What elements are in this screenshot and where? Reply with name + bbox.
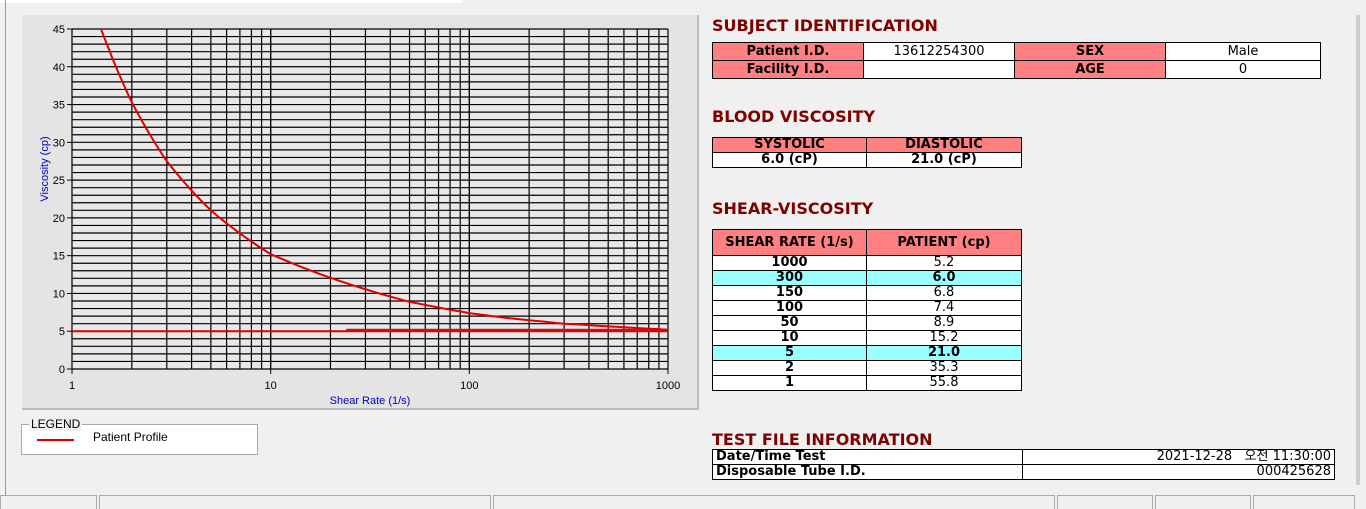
age-value: 0 <box>1165 60 1321 79</box>
diastolic-label: DIASTOLIC <box>866 137 1022 153</box>
status-segment <box>1253 495 1355 509</box>
date-label: Date/Time Test <box>712 449 1023 465</box>
shear-rate: 10 <box>712 330 867 346</box>
x-tick-label: 1 <box>69 380 75 392</box>
plot-area <box>72 29 668 369</box>
shear-value: 8.9 <box>866 315 1022 331</box>
shear-rate: 50 <box>712 315 867 331</box>
viscosity-chart: 0 5 10 15 20 25 30 35 40 45 1 10 100 1000 Shear Rate (… <box>22 15 699 410</box>
facility-value <box>863 60 1015 79</box>
shear-rate: 150 <box>712 285 867 301</box>
y-tick-label: 0 <box>59 364 65 376</box>
y-axis-label: Viscosity (cp) <box>39 136 51 201</box>
y-tick-label: 25 <box>53 175 65 187</box>
systolic-value: 6.0 (cP) <box>712 152 867 168</box>
legend-item: Patient Profile <box>93 430 168 444</box>
shear-rate-header: SHEAR RATE (1/s) <box>712 229 867 256</box>
y-tick-label: 10 <box>53 288 65 300</box>
shear-rate: 2 <box>712 360 867 376</box>
shear-rate: 300 <box>712 270 867 286</box>
y-tick-label: 35 <box>53 100 65 112</box>
testfile-table: Date/Time Test 2021-12-28 오전 11:30:00 Di… <box>712 449 1335 480</box>
y-tick-label: 5 <box>59 326 65 338</box>
status-segment <box>99 495 491 509</box>
x-tick-label: 100 <box>460 380 478 392</box>
shear-rate: 100 <box>712 300 867 316</box>
shear-row: 150 6.8 <box>712 285 1022 301</box>
blood-title: BLOOD VISCOSITY <box>712 107 876 126</box>
sex-label: SEX <box>1014 42 1166 61</box>
patient-id-value: 13612254300 <box>863 42 1015 61</box>
y-tick-label: 45 <box>53 24 65 36</box>
legend: LEGEND Patient Profile <box>21 417 258 455</box>
shear-value: 15.2 <box>866 330 1022 346</box>
patient-id-label: Patient I.D. <box>712 42 864 61</box>
shear-value: 6.8 <box>866 285 1022 301</box>
shear-value: 35.3 <box>866 360 1022 376</box>
shear-row: 2 35.3 <box>712 360 1022 376</box>
scrollbar[interactable] <box>1356 15 1360 485</box>
subject-table: Patient I.D. 13612254300 SEX Male Facili… <box>712 42 1321 79</box>
status-segment <box>493 495 1055 509</box>
shear-rate: 5 <box>712 345 867 361</box>
tube-value: 000425628 <box>1022 464 1335 480</box>
top-strip <box>0 0 462 3</box>
shear-row: 300 6.0 <box>712 270 1022 286</box>
x-tick-label: 1000 <box>656 380 680 392</box>
shear-value: 21.0 <box>866 345 1022 361</box>
status-segment <box>1155 495 1251 509</box>
status-segment <box>0 495 97 509</box>
shear-row: 1 55.8 <box>712 375 1022 391</box>
legend-title: LEGEND <box>29 417 83 431</box>
age-label: AGE <box>1014 60 1166 79</box>
series-line <box>100 28 669 331</box>
shear-value: 55.8 <box>866 375 1022 391</box>
sex-value: Male <box>1165 42 1321 61</box>
y-tick-label: 30 <box>53 137 65 149</box>
x-tick-label: 10 <box>265 380 277 392</box>
patient-header: PATIENT (cp) <box>866 229 1022 256</box>
shear-row: 5 21.0 <box>712 345 1022 361</box>
diastolic-value: 21.0 (cP) <box>866 152 1022 168</box>
testfile-title: TEST FILE INFORMATION <box>712 430 933 449</box>
shear-value: 5.2 <box>866 255 1022 271</box>
shear-title: SHEAR-VISCOSITY <box>712 199 874 218</box>
shear-row: 1000 5.2 <box>712 255 1022 271</box>
blood-table: SYSTOLIC DIASTOLIC 6.0 (cP) 21.0 (cP) <box>712 137 1022 168</box>
legend-swatch <box>37 439 74 441</box>
x-axis-label: Shear Rate (1/s) <box>330 395 411 407</box>
shear-rate: 1000 <box>712 255 867 271</box>
systolic-label: SYSTOLIC <box>712 137 867 153</box>
y-tick-label: 15 <box>53 251 65 263</box>
date-value: 2021-12-28 오전 11:30:00 <box>1022 449 1335 465</box>
subject-title: SUBJECT IDENTIFICATION <box>712 16 938 35</box>
shear-row: 10 15.2 <box>712 330 1022 346</box>
tube-label: Disposable Tube I.D. <box>712 464 1023 480</box>
shear-row: 50 8.9 <box>712 315 1022 331</box>
left-edge <box>5 0 6 495</box>
y-tick-label: 20 <box>53 213 65 225</box>
y-tick-label: 40 <box>53 62 65 74</box>
chart-svg: 0 5 10 15 20 25 30 35 40 45 1 10 100 1000 Shear Rate (… <box>39 24 680 407</box>
shear-value: 6.0 <box>866 270 1022 286</box>
shear-row: 100 7.4 <box>712 300 1022 316</box>
facility-label: Facility I.D. <box>712 60 864 79</box>
shear-table: SHEAR RATE (1/s) PATIENT (cp) 1000 5.2 300… <box>712 229 1022 391</box>
status-segment <box>1057 495 1153 509</box>
shear-value: 7.4 <box>866 300 1022 316</box>
shear-rate: 1 <box>712 375 867 391</box>
